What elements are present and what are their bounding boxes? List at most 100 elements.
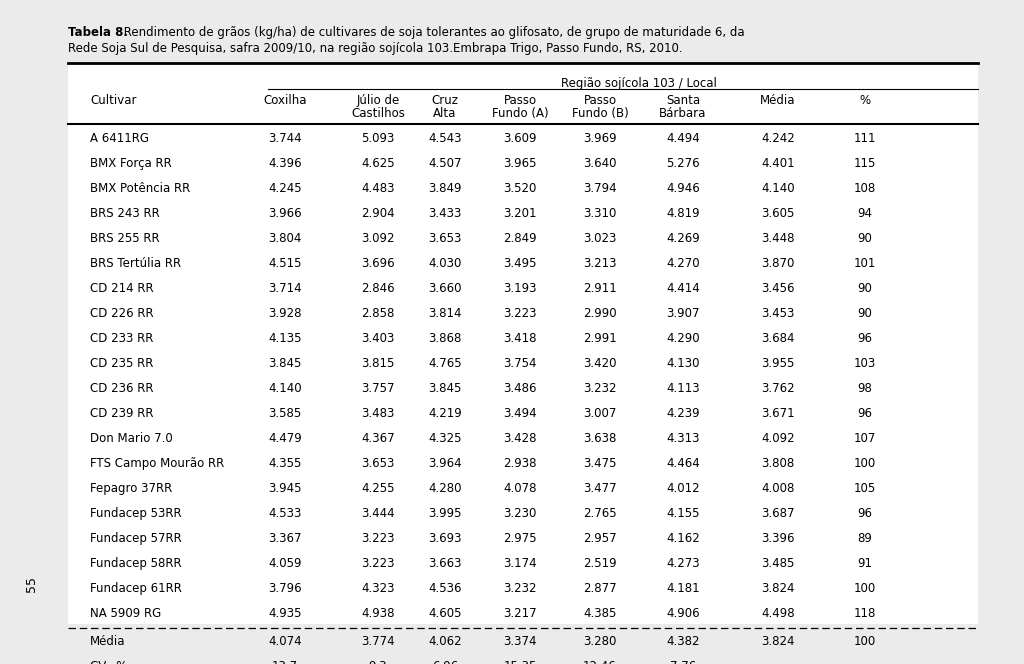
Text: Alta: Alta bbox=[433, 107, 457, 120]
Text: 2.858: 2.858 bbox=[361, 307, 394, 320]
Text: 4.130: 4.130 bbox=[667, 357, 699, 370]
Text: 4.396: 4.396 bbox=[268, 157, 302, 170]
Text: 96: 96 bbox=[857, 507, 872, 520]
Text: 4.290: 4.290 bbox=[667, 332, 699, 345]
Text: Santa: Santa bbox=[666, 94, 700, 107]
Text: 3.794: 3.794 bbox=[584, 182, 616, 195]
Text: 101: 101 bbox=[854, 257, 877, 270]
Text: Fundacep 57RR: Fundacep 57RR bbox=[90, 532, 181, 545]
Text: 3.744: 3.744 bbox=[268, 132, 302, 145]
Text: Fundacep 61RR: Fundacep 61RR bbox=[90, 582, 182, 595]
Text: 5.276: 5.276 bbox=[667, 157, 699, 170]
Text: 3.223: 3.223 bbox=[503, 307, 537, 320]
Text: 3.907: 3.907 bbox=[667, 307, 699, 320]
Text: 3.653: 3.653 bbox=[361, 457, 394, 470]
Text: 4.135: 4.135 bbox=[268, 332, 302, 345]
Text: CD 233 RR: CD 233 RR bbox=[90, 332, 154, 345]
Text: 103: 103 bbox=[854, 357, 877, 370]
Text: 4.479: 4.479 bbox=[268, 432, 302, 445]
Text: 3.754: 3.754 bbox=[503, 357, 537, 370]
Text: 3.520: 3.520 bbox=[504, 182, 537, 195]
Text: 4.494: 4.494 bbox=[667, 132, 699, 145]
Text: 3.174: 3.174 bbox=[503, 557, 537, 570]
Text: 3.762: 3.762 bbox=[761, 382, 795, 395]
Text: 3.092: 3.092 bbox=[361, 232, 394, 245]
Text: 115: 115 bbox=[854, 157, 877, 170]
Text: 5.093: 5.093 bbox=[361, 132, 394, 145]
Text: Rede Soja Sul de Pesquisa, safra 2009/10, na região sojícola 103.Embrapa Trigo, : Rede Soja Sul de Pesquisa, safra 2009/10… bbox=[68, 42, 683, 55]
Text: 3.023: 3.023 bbox=[584, 232, 616, 245]
Text: 100: 100 bbox=[854, 457, 877, 470]
Text: 55: 55 bbox=[26, 576, 39, 592]
Text: 3.774: 3.774 bbox=[361, 635, 395, 648]
Text: CD 236 RR: CD 236 RR bbox=[90, 382, 154, 395]
Text: 2.991: 2.991 bbox=[583, 332, 616, 345]
Text: Fundo (A): Fundo (A) bbox=[492, 107, 548, 120]
Text: 4.938: 4.938 bbox=[361, 607, 394, 620]
Text: 3.428: 3.428 bbox=[503, 432, 537, 445]
Text: Média: Média bbox=[760, 94, 796, 107]
Text: 4.030: 4.030 bbox=[428, 257, 462, 270]
Text: 3.845: 3.845 bbox=[268, 357, 302, 370]
Text: 91: 91 bbox=[857, 557, 872, 570]
Text: A 6411RG: A 6411RG bbox=[90, 132, 150, 145]
Text: 3.849: 3.849 bbox=[428, 182, 462, 195]
Text: BRS 243 RR: BRS 243 RR bbox=[90, 207, 160, 220]
Text: Passo: Passo bbox=[584, 94, 616, 107]
Text: 3.486: 3.486 bbox=[503, 382, 537, 395]
Text: 4.355: 4.355 bbox=[268, 457, 302, 470]
Text: 3.687: 3.687 bbox=[761, 507, 795, 520]
Text: 3.418: 3.418 bbox=[503, 332, 537, 345]
Text: 94: 94 bbox=[857, 207, 872, 220]
Text: CD 226 RR: CD 226 RR bbox=[90, 307, 154, 320]
Text: 2.904: 2.904 bbox=[361, 207, 395, 220]
Text: 4.543: 4.543 bbox=[428, 132, 462, 145]
Text: 3.609: 3.609 bbox=[503, 132, 537, 145]
Text: Castilhos: Castilhos bbox=[351, 107, 404, 120]
Text: 3.396: 3.396 bbox=[761, 532, 795, 545]
Text: 4.270: 4.270 bbox=[667, 257, 699, 270]
Text: BRS Tertúlia RR: BRS Tertúlia RR bbox=[90, 257, 181, 270]
Text: BMX Potência RR: BMX Potência RR bbox=[90, 182, 190, 195]
Text: 3.714: 3.714 bbox=[268, 282, 302, 295]
Text: 9,3: 9,3 bbox=[369, 660, 387, 664]
Text: 4.625: 4.625 bbox=[361, 157, 395, 170]
Text: Cruz: Cruz bbox=[431, 94, 459, 107]
Text: 4.605: 4.605 bbox=[428, 607, 462, 620]
Text: 90: 90 bbox=[857, 282, 872, 295]
Text: 3.653: 3.653 bbox=[428, 232, 462, 245]
Text: 3.815: 3.815 bbox=[361, 357, 394, 370]
Text: 4.113: 4.113 bbox=[667, 382, 699, 395]
Text: 3.804: 3.804 bbox=[268, 232, 302, 245]
Text: 3.477: 3.477 bbox=[584, 482, 616, 495]
Text: 2.877: 2.877 bbox=[584, 582, 616, 595]
Text: Rendimento de grãos (kg/ha) de cultivares de soja tolerantes ao glifosato, de gr: Rendimento de grãos (kg/ha) de cultivare… bbox=[120, 26, 744, 39]
Text: 89: 89 bbox=[857, 532, 872, 545]
Text: 3.868: 3.868 bbox=[428, 332, 462, 345]
Text: 3.955: 3.955 bbox=[761, 357, 795, 370]
Text: 4.092: 4.092 bbox=[761, 432, 795, 445]
Text: Coxilha: Coxilha bbox=[263, 94, 307, 107]
Text: Fundacep 58RR: Fundacep 58RR bbox=[90, 557, 181, 570]
Text: Média: Média bbox=[90, 635, 126, 648]
Text: 3.280: 3.280 bbox=[584, 635, 616, 648]
Text: Cultivar: Cultivar bbox=[90, 94, 136, 107]
Text: 105: 105 bbox=[854, 482, 877, 495]
Bar bbox=[68, 63, 978, 624]
Text: 13,7: 13,7 bbox=[272, 660, 298, 664]
Text: 4.269: 4.269 bbox=[667, 232, 699, 245]
Text: 96: 96 bbox=[857, 332, 872, 345]
Text: 3.223: 3.223 bbox=[361, 557, 394, 570]
Text: CD 235 RR: CD 235 RR bbox=[90, 357, 154, 370]
Text: 2.911: 2.911 bbox=[583, 282, 616, 295]
Text: 4.464: 4.464 bbox=[667, 457, 699, 470]
Text: 107: 107 bbox=[854, 432, 877, 445]
Text: 3.640: 3.640 bbox=[584, 157, 616, 170]
Text: 3.965: 3.965 bbox=[503, 157, 537, 170]
Text: 3.453: 3.453 bbox=[761, 307, 795, 320]
Text: 3.945: 3.945 bbox=[268, 482, 302, 495]
Text: 3.433: 3.433 bbox=[428, 207, 462, 220]
Text: 4.313: 4.313 bbox=[667, 432, 699, 445]
Text: 3.796: 3.796 bbox=[268, 582, 302, 595]
Text: 6,96: 6,96 bbox=[432, 660, 458, 664]
